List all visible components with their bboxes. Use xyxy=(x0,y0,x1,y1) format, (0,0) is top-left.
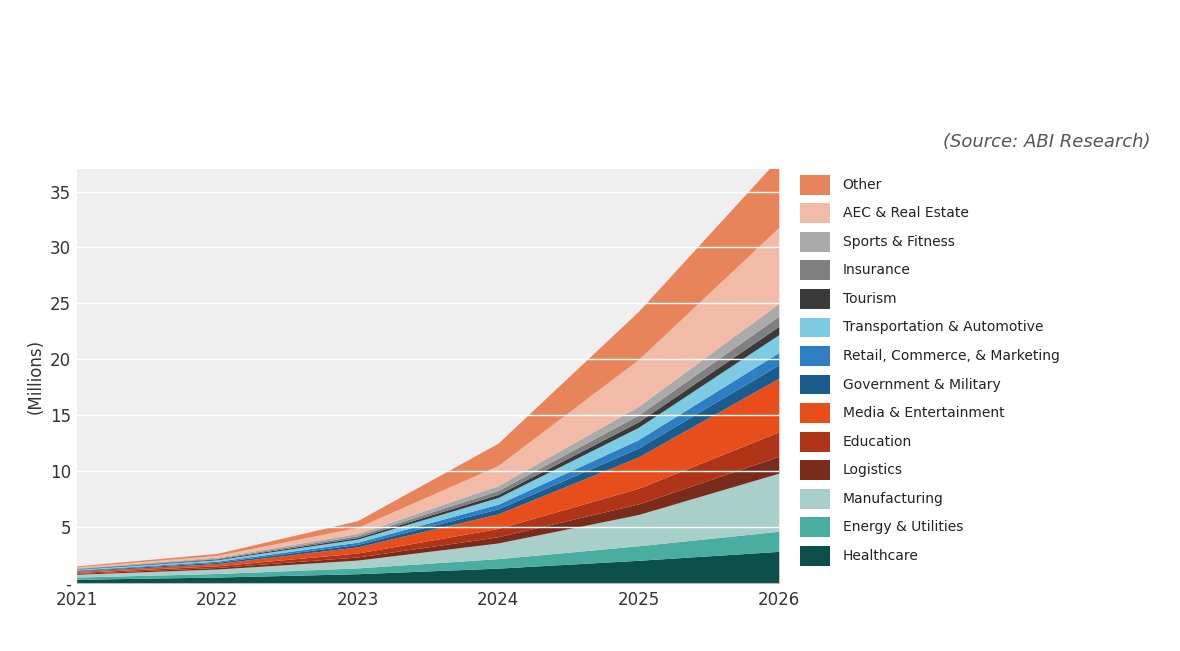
Text: Education: Education xyxy=(843,434,912,449)
Bar xyxy=(800,204,831,223)
Text: Healthcare: Healthcare xyxy=(843,549,918,562)
Text: Transportation & Automotive: Transportation & Automotive xyxy=(843,320,1043,335)
Text: Manufacturing: Manufacturing xyxy=(843,492,943,506)
Bar xyxy=(800,346,831,366)
Text: Sports & Fitness: Sports & Fitness xyxy=(843,235,955,249)
Bar xyxy=(800,175,831,195)
Bar xyxy=(800,232,831,252)
Text: Insurance: Insurance xyxy=(843,264,911,277)
Y-axis label: (Millions): (Millions) xyxy=(26,339,45,413)
Text: Other: Other xyxy=(843,178,881,192)
Text: Tourism: Tourism xyxy=(843,292,896,306)
Text: Media & Entertainment: Media & Entertainment xyxy=(843,406,1004,420)
Text: (Source: ABI Research): (Source: ABI Research) xyxy=(943,133,1150,151)
Text: World Markets: 2021 to 2026: World Markets: 2021 to 2026 xyxy=(396,85,784,108)
Text: Retail, Commerce, & Marketing: Retail, Commerce, & Marketing xyxy=(843,349,1060,363)
Bar xyxy=(800,403,831,423)
Bar xyxy=(800,318,831,337)
Bar xyxy=(800,289,831,309)
Bar xyxy=(800,488,831,508)
Text: Logistics: Logistics xyxy=(843,463,903,477)
Text: Chart 3: Total Smart Glasses Shipments by Vertical: Chart 3: Total Smart Glasses Shipments b… xyxy=(26,24,706,48)
Text: AEC & Real Estate: AEC & Real Estate xyxy=(843,206,969,221)
Bar xyxy=(800,460,831,480)
Bar xyxy=(800,432,831,452)
Bar xyxy=(800,260,831,281)
Bar xyxy=(800,374,831,395)
Bar xyxy=(800,517,831,537)
Text: Government & Military: Government & Military xyxy=(843,378,1001,391)
Bar xyxy=(800,546,831,566)
Text: Energy & Utilities: Energy & Utilities xyxy=(843,520,963,534)
